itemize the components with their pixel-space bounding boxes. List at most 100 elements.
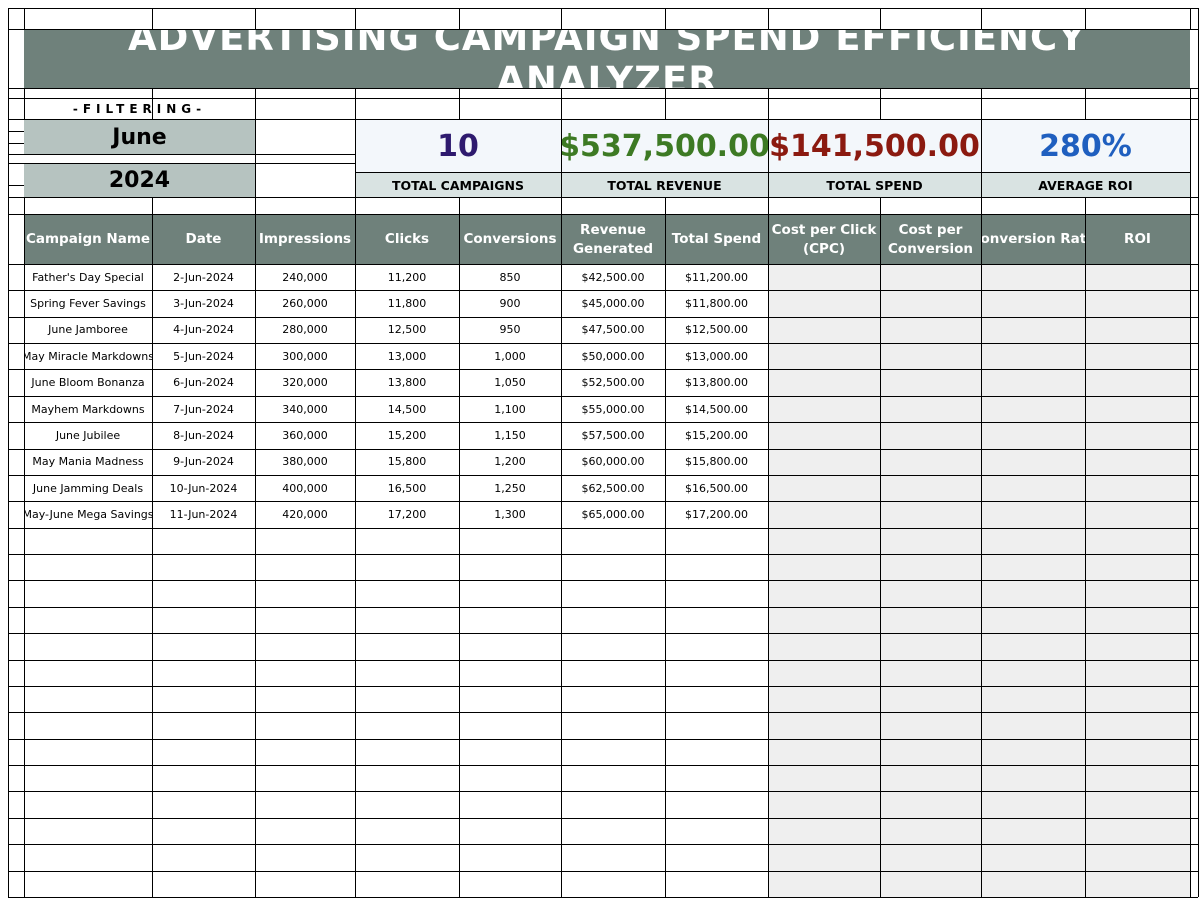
table-cell[interactable]: $55,000.00 <box>581 402 645 416</box>
table-cell[interactable]: 17,200 <box>387 508 427 521</box>
column-header[interactable]: Campaign Name <box>24 215 152 264</box>
table-cell[interactable]: 380,000 <box>282 455 328 469</box>
table-cell[interactable]: $16,500.00 <box>685 481 748 495</box>
table-cell[interactable]: $12,500.00 <box>685 323 748 337</box>
grid-line <box>8 131 24 132</box>
table-cell[interactable]: $11,200.00 <box>685 270 748 284</box>
grid-line <box>459 215 460 897</box>
campaign-name-cell[interactable]: June Jubilee <box>55 428 121 442</box>
column-header[interactable]: Revenue Generated <box>561 215 665 264</box>
grid-line <box>768 197 769 215</box>
table-cell[interactable]: 13,000 <box>387 349 427 363</box>
table-cell[interactable]: 900 <box>499 297 521 311</box>
table-cell[interactable]: $11,800.00 <box>685 297 748 311</box>
table-cell[interactable]: $13,000.00 <box>685 349 748 363</box>
column-header[interactable]: Total Spend <box>665 215 768 264</box>
grid-line <box>8 870 1198 872</box>
campaign-name-cell[interactable]: Father's Day Special <box>32 270 144 284</box>
campaign-name-cell[interactable]: Spring Fever Savings <box>30 297 146 311</box>
table-cell[interactable]: 420,000 <box>282 508 328 521</box>
grid-line <box>8 214 1198 215</box>
grid-line <box>8 185 24 186</box>
table-cell[interactable]: 11-Jun-2024 <box>169 508 238 521</box>
column-header[interactable]: ROI <box>1085 215 1190 264</box>
table-cell[interactable]: 12,500 <box>387 323 427 337</box>
table-cell[interactable]: $13,800.00 <box>685 376 748 390</box>
table-cell[interactable]: 15,200 <box>387 428 427 442</box>
column-header[interactable]: Cost per Click (CPC) <box>768 215 880 264</box>
table-cell[interactable]: $45,000.00 <box>581 297 645 311</box>
campaign-name-cell[interactable]: June Bloom Bonanza <box>31 376 145 390</box>
table-cell[interactable]: 11,800 <box>387 297 427 311</box>
table-cell[interactable]: 11,200 <box>387 270 427 284</box>
grid-line <box>255 88 256 120</box>
campaign-name-cell[interactable]: Mayhem Markdowns <box>31 402 145 416</box>
table-cell[interactable]: 240,000 <box>282 270 328 284</box>
campaign-name-cell[interactable]: May-June Mega Savings <box>24 508 152 521</box>
table-cell[interactable]: $47,500.00 <box>581 323 645 337</box>
table-cell[interactable]: 3-Jun-2024 <box>173 297 234 311</box>
table-cell[interactable]: 9-Jun-2024 <box>173 455 234 469</box>
table-cell[interactable]: 1,050 <box>494 376 526 390</box>
table-cell[interactable]: 10-Jun-2024 <box>169 481 238 495</box>
table-cell[interactable]: $42,500.00 <box>581 270 645 284</box>
campaign-name-cell[interactable]: June Jamboree <box>48 323 128 337</box>
grid-line <box>1190 88 1191 120</box>
table-cell[interactable]: 300,000 <box>282 349 328 363</box>
table-cell[interactable]: 7-Jun-2024 <box>173 402 234 416</box>
table-cell[interactable]: $62,500.00 <box>581 481 645 495</box>
column-header[interactable]: Conversion Rate <box>981 215 1085 264</box>
table-cell[interactable]: 2-Jun-2024 <box>173 270 234 284</box>
table-cell[interactable]: 14,500 <box>387 402 427 416</box>
grid-line <box>8 817 1198 819</box>
filter-label: -FILTERING- <box>72 102 207 116</box>
table-cell[interactable]: 4-Jun-2024 <box>173 323 234 337</box>
table-cell[interactable]: 320,000 <box>282 376 328 390</box>
table-cell[interactable]: $15,800.00 <box>685 455 748 469</box>
table-cell[interactable]: 280,000 <box>282 323 328 337</box>
table-cell[interactable]: $15,200.00 <box>685 428 748 442</box>
column-header[interactable]: Conversions <box>459 215 561 264</box>
table-cell[interactable]: 950 <box>499 323 521 337</box>
grid-line <box>459 197 460 215</box>
grid-line <box>8 580 1198 582</box>
grid-line <box>561 8 562 29</box>
table-cell[interactable]: 1,250 <box>494 481 526 495</box>
month-filter[interactable]: June <box>24 120 255 154</box>
table-cell[interactable]: 8-Jun-2024 <box>173 428 234 442</box>
campaign-name-cell[interactable]: May Miracle Markdowns <box>24 349 152 363</box>
table-cell[interactable]: $17,200.00 <box>685 508 748 521</box>
table-cell[interactable]: 1,300 <box>494 508 526 521</box>
campaign-name-cell[interactable]: June Jamming Deals <box>32 481 144 495</box>
table-cell[interactable]: $50,000.00 <box>581 349 645 363</box>
column-header[interactable]: Cost per Conversion <box>880 215 981 264</box>
table-cell[interactable]: 1,100 <box>494 402 526 416</box>
year-filter[interactable]: 2024 <box>24 163 255 198</box>
grid-line <box>8 554 1198 556</box>
column-header[interactable]: Impressions <box>255 215 355 264</box>
table-cell[interactable]: 1,200 <box>494 455 526 469</box>
table-cell[interactable]: 850 <box>499 270 521 284</box>
column-header[interactable]: Clicks <box>355 215 459 264</box>
table-cell[interactable]: $60,000.00 <box>581 455 645 469</box>
table-cell[interactable]: $57,500.00 <box>581 428 645 442</box>
table-cell[interactable]: 1,000 <box>494 349 526 363</box>
grid-line <box>355 120 356 197</box>
table-cell[interactable]: 400,000 <box>282 481 328 495</box>
table-cell[interactable]: 260,000 <box>282 297 328 311</box>
column-header[interactable]: Date <box>152 215 255 264</box>
campaign-name-cell[interactable]: May Mania Madness <box>32 455 144 469</box>
table-cell[interactable]: 1,150 <box>494 428 526 442</box>
table-cell[interactable]: 16,500 <box>387 481 427 495</box>
table-cell[interactable]: 6-Jun-2024 <box>173 376 234 390</box>
grid-line <box>981 8 982 29</box>
table-cell[interactable]: 15,800 <box>387 455 427 469</box>
table-cell[interactable]: $65,000.00 <box>581 508 645 521</box>
table-cell[interactable]: 5-Jun-2024 <box>173 349 234 363</box>
table-cell[interactable]: 360,000 <box>282 428 328 442</box>
table-cell[interactable]: 340,000 <box>282 402 328 416</box>
table-cell[interactable]: $52,500.00 <box>581 376 645 390</box>
table-cell[interactable]: 13,800 <box>387 376 427 390</box>
table-cell[interactable]: $14,500.00 <box>685 402 748 416</box>
total-campaigns-value: 10 <box>355 120 561 172</box>
